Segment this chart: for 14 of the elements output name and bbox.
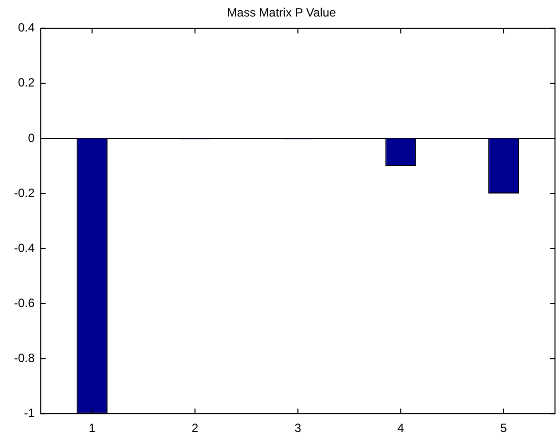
chart-title: Mass Matrix P Value xyxy=(227,6,336,20)
y-tick-label: -0.4 xyxy=(14,240,35,255)
x-tick-label: 4 xyxy=(397,421,404,436)
y-tick-label: -1 xyxy=(24,406,35,420)
x-tick-label: 5 xyxy=(500,421,508,436)
y-tick-label: -0.6 xyxy=(14,296,35,310)
x-tick-label: 3 xyxy=(294,421,302,436)
y-tick-label: 0 xyxy=(28,130,35,145)
y-tick-label: -0.8 xyxy=(14,350,35,365)
y-tick-label: 0.4 xyxy=(18,20,35,35)
y-tick-label: -0.2 xyxy=(14,186,35,200)
x-tick-label: 2 xyxy=(192,421,199,436)
x-tick-label: 1 xyxy=(88,421,96,436)
y-tick-label: 0.2 xyxy=(18,76,35,90)
